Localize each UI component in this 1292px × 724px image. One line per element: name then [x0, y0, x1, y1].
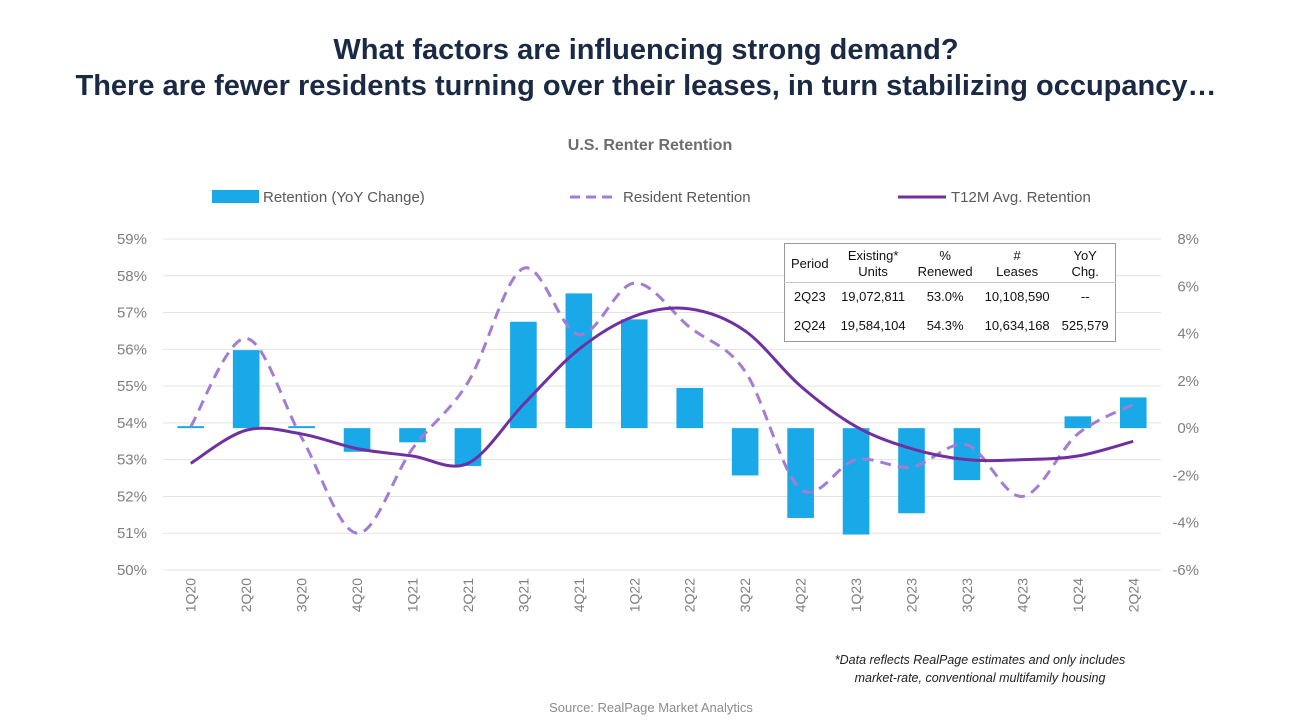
y-right-tick-label: -6% — [1172, 562, 1199, 579]
y-left-tick-label: 54% — [117, 415, 147, 432]
footnote-line-1: *Data reflects RealPage estimates and on… — [834, 653, 1126, 667]
y-right-tick-label: 0% — [1177, 420, 1199, 437]
bar-retention-yoy — [288, 426, 315, 429]
y-left-tick-label: 57% — [117, 305, 147, 322]
legend-label-retention-yoy: Retention (YoY Change) — [263, 189, 425, 206]
chart-title: U.S. Renter Retention — [567, 137, 733, 154]
table-cell: 19,584,104 — [840, 318, 906, 333]
x-tick-label: 2Q24 — [1125, 578, 1141, 612]
bar-retention-yoy — [565, 293, 593, 429]
table-cell: -- — [1080, 289, 1090, 304]
y-right-tick-label: 4% — [1177, 326, 1199, 343]
legend-swatch-bar — [212, 190, 259, 203]
table-cell: 2Q24 — [793, 318, 826, 333]
table-header-row: Period Existing* Units % Renewed # Lease… — [784, 243, 1116, 283]
legend-label-t12m: T12M Avg. Retention — [951, 189, 1091, 206]
x-tick-label: 2Q23 — [904, 578, 920, 612]
table-header-units: Existing* Units — [834, 243, 912, 283]
retention-chart: 59% 58% 57% 56% 55% 54% 53% 52% 51% 50% 8% 6% 4% 2% 0%… — [117, 189, 1199, 612]
y-right-tick-label: -2% — [1172, 467, 1199, 484]
bar-retention-yoy — [620, 319, 648, 429]
x-tick-label: 4Q23 — [1014, 578, 1030, 612]
table-header-leases: # Leases — [978, 243, 1056, 283]
legend-label-resident-retention: Resident Retention — [623, 189, 751, 206]
table-row: 2Q23 19,072,811 53.0% 10,108,590 -- — [785, 283, 1116, 313]
y-left-tick-label: 58% — [117, 268, 147, 285]
y-left-tick-label: 51% — [117, 525, 147, 542]
x-tick-label: 2Q22 — [682, 578, 698, 612]
x-tick-label: 3Q20 — [294, 578, 310, 612]
y-right-tick-label: -4% — [1172, 515, 1199, 532]
bar-retention-yoy — [177, 426, 205, 429]
table-cell: 2Q23 — [793, 289, 826, 304]
table-header-renewed: % Renewed — [911, 243, 979, 283]
y-left-tick-label: 55% — [117, 378, 147, 395]
y-left-tick-label: 50% — [117, 562, 147, 579]
table-cell: 54.3% — [926, 318, 964, 333]
bar-retention-yoy — [898, 428, 925, 514]
bar-retention-yoy — [731, 428, 759, 476]
x-tick-label: 1Q22 — [626, 578, 642, 612]
footnote-line-2: market-rate, conventional multifamily ho… — [854, 671, 1106, 685]
table-cell: 19,072,811 — [841, 289, 906, 304]
table-cell: 53.0% — [926, 289, 964, 304]
x-tick-label: 3Q22 — [737, 578, 753, 612]
line-resident-retention — [189, 266, 1134, 535]
x-tick-label: 2Q21 — [460, 578, 476, 612]
x-tick-label: 1Q20 — [183, 578, 199, 612]
x-tick-label: 2Q20 — [238, 578, 254, 612]
y-left-tick-label: 52% — [117, 488, 147, 505]
table-cell: 10,108,590 — [984, 289, 1050, 304]
x-tick-label: 4Q22 — [793, 578, 809, 612]
page-title-line-2: There are fewer residents turning over t… — [75, 70, 1217, 102]
y-right-tick-label: 8% — [1177, 231, 1199, 248]
x-tick-label: 1Q24 — [1070, 578, 1086, 612]
bar-retention-yoy — [510, 321, 537, 429]
page-title-line-1: What factors are influencing strong dema… — [333, 34, 959, 66]
footnote: *Data reflects RealPage estimates and on… — [760, 651, 1200, 687]
table-header-yoy: YoY Chg. — [1055, 243, 1116, 283]
x-tick-label: 3Q23 — [959, 578, 975, 612]
x-tick-label: 4Q20 — [349, 578, 365, 612]
x-tick-label: 3Q21 — [515, 578, 531, 612]
y-left-tick-label: 59% — [117, 231, 147, 248]
y-right-tick-label: 2% — [1177, 373, 1199, 390]
bar-retention-yoy — [842, 428, 870, 535]
x-tick-label: 1Q21 — [405, 578, 421, 612]
y-left-tick-label: 53% — [117, 452, 147, 469]
x-tick-label: 1Q23 — [848, 578, 864, 612]
bar-retention-yoy — [454, 428, 482, 466]
table-cell: 525,579 — [1061, 318, 1109, 333]
table-cell: 10,634,168 — [984, 318, 1050, 333]
y-left-tick-label: 56% — [117, 341, 147, 358]
bar-retention-yoy — [1119, 397, 1147, 429]
line-t12m-avg-retention — [189, 306, 1134, 468]
retention-table: Period Existing* Units % Renewed # Lease… — [784, 243, 1116, 342]
bar-retention-yoy — [1064, 416, 1092, 429]
bar-retention-yoy — [232, 350, 260, 429]
bar-retention-yoy — [787, 428, 814, 518]
bar-retention-yoy — [676, 387, 704, 429]
y-right-tick-label: 6% — [1177, 278, 1199, 295]
x-tick-label: 4Q21 — [571, 578, 587, 612]
table-header-period: Period — [784, 243, 835, 283]
source-note: Source: RealPage Market Analytics — [549, 700, 753, 715]
bar-retention-yoy — [953, 428, 981, 481]
table-row: 2Q24 19,584,104 54.3% 10,634,168 525,579 — [785, 312, 1116, 342]
